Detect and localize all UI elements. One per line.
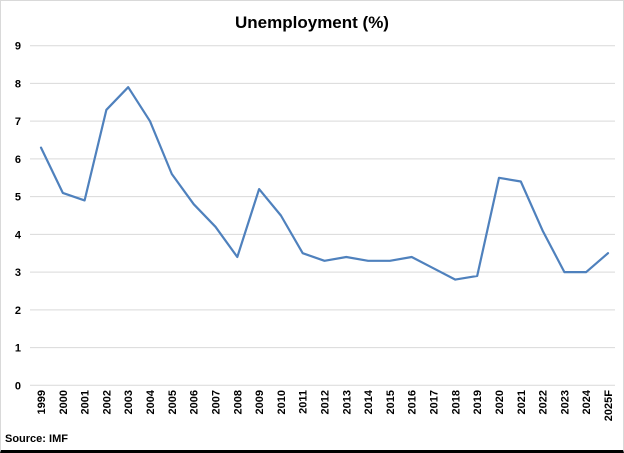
- y-tick-label: 1: [15, 343, 21, 355]
- y-tick-label: 6: [15, 154, 21, 166]
- x-tick-label: 2006: [189, 390, 201, 414]
- x-tick-label: 2005: [167, 390, 179, 414]
- y-tick-label: 3: [15, 267, 21, 279]
- gridlines: [30, 45, 615, 386]
- x-tick-label: 2012: [320, 390, 332, 414]
- x-tick-label: 2003: [123, 390, 135, 414]
- x-tick-label: 2016: [407, 390, 419, 414]
- x-tick-label: 2025F: [603, 390, 615, 421]
- x-tick-label: 2011: [298, 390, 310, 414]
- x-tick-label: 2024: [581, 389, 593, 414]
- x-tick-label: 2018: [450, 390, 462, 414]
- x-tick-label: 2010: [276, 390, 288, 414]
- x-tick-label: 2008: [232, 390, 244, 414]
- y-tick-label: 9: [15, 41, 21, 53]
- x-tick-label: 2021: [516, 390, 528, 414]
- y-tick-label: 7: [15, 116, 21, 128]
- y-tick-label: 2: [15, 305, 21, 317]
- source-label: Source: IMF: [5, 433, 68, 445]
- x-tick-label: 2007: [210, 390, 222, 414]
- x-tick-label: 1999: [36, 390, 48, 414]
- x-tick-label: 2013: [341, 390, 353, 414]
- x-tick-label: 2017: [429, 390, 441, 414]
- x-tick-label: 2020: [494, 390, 506, 414]
- x-tick-label: 2023: [559, 390, 571, 414]
- x-tick-label: 2000: [58, 390, 70, 414]
- y-tick-label: 4: [15, 229, 22, 241]
- chart-title: Unemployment (%): [235, 13, 389, 32]
- x-tick-label: 2022: [538, 390, 550, 414]
- y-axis-tick-labels: 0 1 2 3 4 5 6 7 8 9: [15, 41, 22, 393]
- x-tick-label: 2014: [363, 389, 375, 414]
- x-tick-label: 2015: [385, 390, 397, 414]
- unemployment-series-line: [39, 86, 610, 281]
- y-tick-label: 5: [15, 192, 21, 204]
- x-tick-label: 2009: [254, 390, 266, 414]
- x-tick-label: 2002: [101, 390, 113, 414]
- y-tick-label: 0: [15, 380, 21, 392]
- x-axis-tick-labels: 1999 2000 2001 2002 2003 2004 2005 2006 2007 2008…: [36, 389, 615, 421]
- x-tick-label: 2019: [472, 390, 484, 414]
- y-tick-label: 8: [15, 78, 21, 90]
- x-tick-label: 2004: [145, 389, 157, 414]
- x-tick-label: 2001: [80, 390, 92, 414]
